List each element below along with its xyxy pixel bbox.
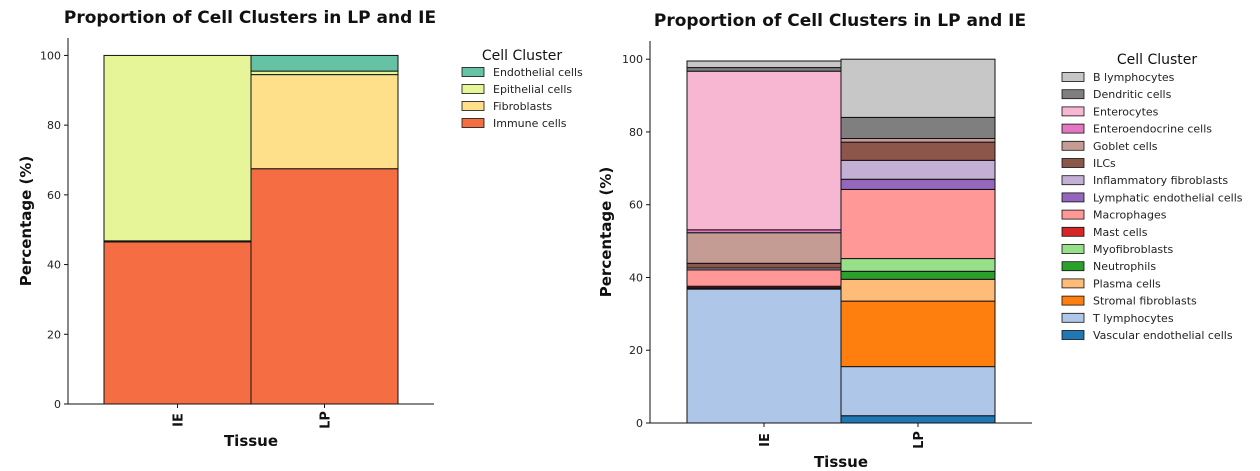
bar-segment bbox=[686, 232, 842, 264]
chart-title: Proportion of Cell Clusters in LP and IE bbox=[64, 8, 436, 28]
legend-swatch bbox=[1061, 295, 1085, 306]
legend-entry: Inflammatory fibroblasts bbox=[1093, 174, 1228, 187]
legend-entry: Neutrophils bbox=[1093, 260, 1156, 273]
bar-segment bbox=[686, 60, 842, 69]
legend-swatch bbox=[1061, 312, 1085, 323]
x-axis-label: Tissue bbox=[224, 432, 278, 450]
bar-segment bbox=[686, 288, 842, 424]
legend-swatch bbox=[461, 101, 485, 111]
bar-segment bbox=[840, 116, 996, 140]
bar-segment bbox=[840, 58, 996, 118]
legend-swatch bbox=[1061, 140, 1085, 151]
bar-segment bbox=[840, 178, 996, 190]
legend-entry: Immune cells bbox=[493, 117, 567, 130]
legend-swatch bbox=[461, 118, 485, 128]
x-tick-label: IE bbox=[172, 413, 187, 427]
x-axis-label: Tissue bbox=[814, 453, 868, 471]
y-tick-label: 100 bbox=[40, 49, 61, 62]
legend-entry: Endothelial cells bbox=[493, 66, 583, 79]
y-tick-label: 80 bbox=[47, 119, 61, 132]
bar-segment bbox=[840, 159, 996, 180]
legend-swatch bbox=[1061, 226, 1085, 237]
legend-entry: ILCs bbox=[1093, 157, 1116, 170]
bar-segment bbox=[250, 54, 399, 72]
legend-entry: T lymphocytes bbox=[1092, 312, 1174, 325]
legend-swatch bbox=[461, 67, 485, 77]
bar-segment bbox=[686, 269, 842, 287]
bar-segment bbox=[686, 70, 842, 231]
bar-segment bbox=[840, 300, 996, 368]
bar-segment bbox=[840, 366, 996, 417]
legend-swatch bbox=[1061, 123, 1085, 134]
bar-segment bbox=[103, 241, 252, 405]
legend-entry: Vascular endothelial cells bbox=[1093, 329, 1233, 342]
y-tick-label: 40 bbox=[629, 271, 643, 284]
y-tick-label: 100 bbox=[622, 53, 643, 66]
legend-swatch bbox=[1061, 89, 1085, 100]
bar-segment bbox=[840, 270, 996, 280]
y-axis-label: Percentage (%) bbox=[17, 156, 35, 286]
legend-entry: Myofibroblasts bbox=[1093, 243, 1173, 256]
legend-entry: Lymphatic endothelial cells bbox=[1093, 191, 1243, 204]
bar-segment bbox=[686, 67, 842, 72]
y-tick-label: 60 bbox=[629, 199, 643, 212]
y-axis-label: Percentage (%) bbox=[597, 167, 615, 297]
bar-segment bbox=[250, 70, 399, 76]
bar-segment bbox=[250, 168, 399, 405]
legend-swatch bbox=[1061, 330, 1085, 340]
legend-swatch bbox=[1061, 261, 1085, 272]
bar-segment bbox=[840, 258, 996, 272]
legend-swatch bbox=[1061, 72, 1085, 82]
legend-swatch bbox=[1061, 209, 1085, 220]
legend-title: Cell Cluster bbox=[1117, 52, 1198, 68]
chart-title: Proportion of Cell Clusters in LP and IE bbox=[654, 11, 1026, 31]
legend-entry: Macrophages bbox=[1093, 209, 1167, 222]
y-tick-label: 0 bbox=[636, 417, 643, 430]
legend-entry: Goblet cells bbox=[1093, 140, 1158, 153]
legend-swatch bbox=[1061, 175, 1085, 186]
legend-entry: Epithelial cells bbox=[493, 83, 572, 96]
legend-swatch bbox=[1061, 106, 1085, 117]
x-tick-label: LP bbox=[912, 431, 927, 449]
bar-segment bbox=[840, 188, 996, 260]
legend-swatch bbox=[1061, 192, 1085, 203]
legend-entry: Plasma cells bbox=[1093, 277, 1161, 290]
y-tick-label: 60 bbox=[47, 189, 61, 202]
legend-entry: Fibroblasts bbox=[493, 100, 552, 113]
bar-segment bbox=[103, 54, 252, 242]
legend-swatch bbox=[461, 84, 485, 94]
x-tick-label: IE bbox=[758, 433, 773, 447]
bar-segment bbox=[840, 138, 996, 143]
legend-swatch bbox=[1061, 278, 1085, 289]
bar-segment bbox=[250, 74, 399, 170]
legend-entry: Enterocytes bbox=[1093, 105, 1159, 118]
bar-segment bbox=[840, 278, 996, 302]
legend-title: Cell Cluster bbox=[482, 48, 563, 64]
legend-swatch bbox=[1061, 244, 1085, 254]
legend-swatch bbox=[1061, 158, 1085, 168]
legend-entry: Mast cells bbox=[1093, 226, 1148, 239]
legend-entry: Dendritic cells bbox=[1093, 88, 1172, 101]
legend-entry: B lymphocytes bbox=[1093, 71, 1175, 84]
bar-segment bbox=[840, 141, 996, 161]
y-tick-label: 20 bbox=[629, 344, 643, 357]
y-tick-label: 20 bbox=[47, 328, 61, 341]
bar-segment bbox=[840, 415, 996, 424]
y-tick-label: 40 bbox=[47, 259, 61, 272]
bar-segment bbox=[686, 262, 842, 269]
legend-entry: Stromal fibroblasts bbox=[1093, 295, 1197, 308]
y-tick-label: 80 bbox=[629, 126, 643, 139]
y-tick-label: 0 bbox=[54, 398, 61, 411]
x-tick-label: LP bbox=[319, 411, 334, 429]
legend-entry: Enteroendocrine cells bbox=[1093, 123, 1212, 136]
